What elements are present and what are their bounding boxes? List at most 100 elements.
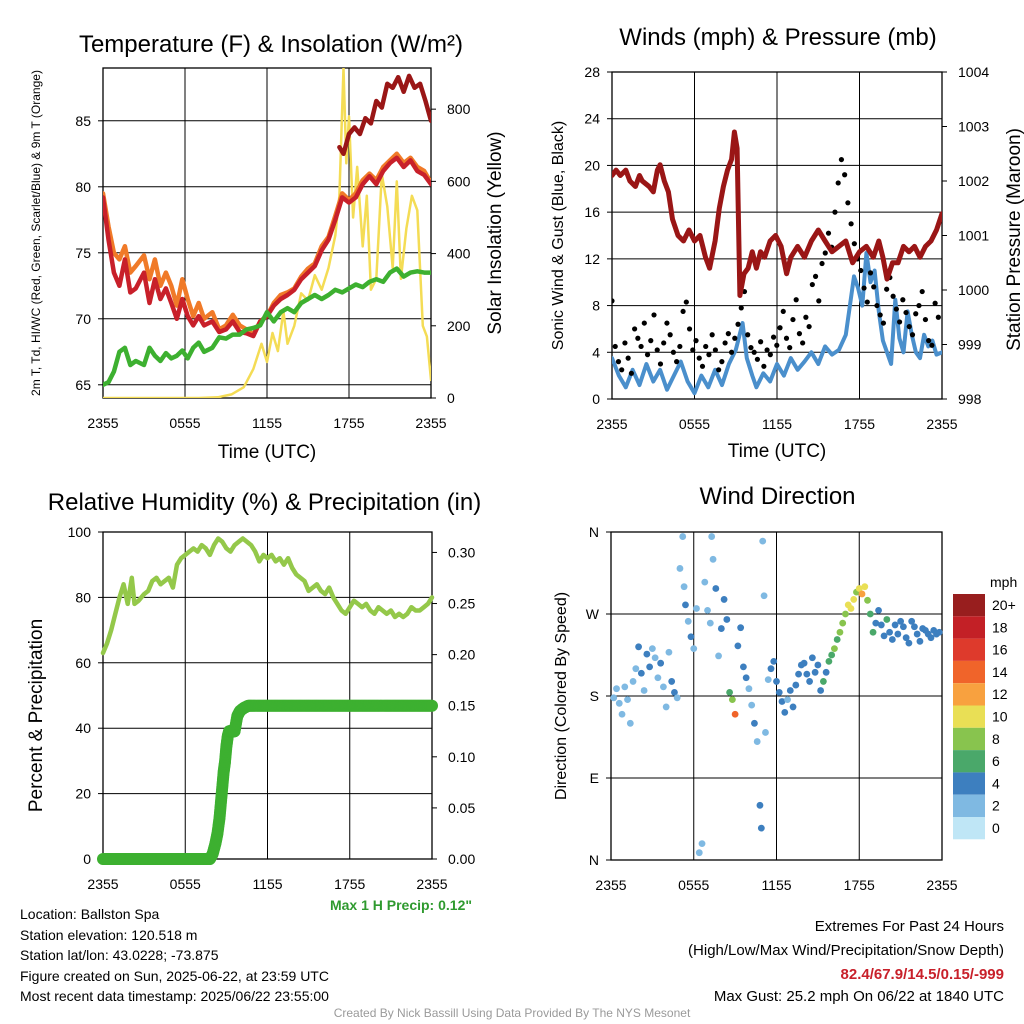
direction-point: [715, 652, 722, 660]
x-tick-label: 1755: [334, 876, 365, 892]
gust-point: [935, 314, 941, 320]
colorbar-label: 12: [992, 686, 1008, 702]
gust-point: [906, 323, 912, 330]
gust-point: [842, 172, 848, 178]
y-tick-label: 0: [592, 391, 600, 407]
direction-point: [629, 678, 637, 685]
y-tick-label: 28: [584, 64, 600, 80]
x-tick-label: 1755: [844, 416, 875, 432]
recent-data-text: Most recent data timestamp: 2025/06/22 2…: [20, 988, 329, 1004]
x-tick-label: 2355: [416, 876, 447, 892]
direction-point: [786, 687, 794, 694]
x-tick-label: 2355: [926, 416, 957, 432]
y-axis-label: 2m T, Td, HI/WC (Red, Green, Scarlet/Blu…: [29, 70, 43, 396]
direction-point: [731, 710, 739, 718]
x-tick-label: 2355: [87, 876, 118, 892]
gust-point: [683, 299, 689, 305]
direction-point: [836, 628, 844, 636]
direction-point: [723, 616, 731, 623]
gust-point: [780, 308, 786, 315]
direction-point: [637, 669, 645, 677]
elevation-text: Station elevation: 120.518 m: [20, 926, 198, 943]
direction-point: [734, 642, 742, 650]
direction-point: [690, 645, 698, 653]
extremes-subtitle: (High/Low/Max Wind/Precipitation/Snow De…: [688, 942, 1004, 959]
y2-tick-label: 400: [447, 246, 471, 262]
colorbar-swatch: [953, 660, 985, 684]
y-tick-label: N: [589, 524, 599, 540]
y2-tick-label: 0.15: [448, 698, 475, 714]
gust-point: [825, 230, 832, 236]
gust-point: [751, 349, 757, 355]
gust-point: [703, 343, 709, 350]
gust-point: [709, 332, 715, 338]
direction-point: [869, 628, 877, 636]
gust-point: [777, 325, 783, 331]
gust-point: [690, 347, 696, 353]
y2-tick-label: 0.10: [448, 749, 475, 765]
gust-point: [893, 306, 899, 312]
x-tick-label: 1155: [252, 876, 282, 892]
y-tick-label: 40: [75, 720, 91, 736]
y2-tick-label: 1002: [958, 173, 989, 189]
direction-point: [803, 670, 811, 678]
direction-point: [665, 648, 673, 656]
y2-tick-label: 1001: [958, 228, 989, 244]
y2-tick-label: 0.00: [448, 851, 475, 867]
gust-point: [732, 335, 738, 341]
gust-point: [790, 316, 796, 323]
direction-point: [902, 634, 910, 642]
gust-point: [622, 340, 628, 346]
x-tick-label: 2355: [926, 877, 957, 893]
direction-point: [621, 683, 629, 691]
plot-frame: [102, 67, 432, 399]
gust-point: [816, 298, 822, 304]
colorbar-swatch: [953, 616, 985, 639]
direction-point: [905, 639, 913, 647]
direction-point: [654, 674, 662, 682]
y-tick-label: 16: [584, 204, 600, 220]
series-group: [97, 536, 438, 865]
y-tick-label: E: [590, 770, 599, 786]
gust-point: [877, 312, 883, 318]
colorbar-label: 0: [992, 820, 1000, 836]
y2-tick-label: 999: [958, 337, 982, 353]
gust-point: [822, 250, 828, 256]
direction-point: [673, 694, 681, 702]
direction-point: [626, 719, 634, 727]
direction-point: [770, 657, 778, 665]
y2-tick-label: 0.05: [448, 800, 475, 816]
direction-point: [632, 665, 640, 673]
gust-point: [858, 267, 864, 274]
gust-point: [787, 345, 793, 351]
y2-tick-label: 600: [447, 173, 471, 189]
gust-point: [632, 326, 638, 332]
direction-point: [646, 663, 654, 671]
y-axis-label: Direction (Colored By Speed): [553, 592, 570, 800]
x-tick-label: 2355: [87, 415, 118, 431]
gust-point: [880, 320, 887, 326]
series-group: [612, 129, 942, 396]
direction-point: [756, 801, 764, 809]
gust-point: [728, 349, 735, 355]
gust-point: [670, 349, 676, 355]
direction-point: [888, 636, 896, 643]
gust-point: [761, 363, 767, 369]
gust-point: [644, 352, 651, 358]
direction-point: [643, 650, 651, 658]
direction-point: [916, 637, 924, 645]
direction-point: [817, 687, 825, 694]
colorbar-swatch: [953, 638, 985, 661]
winds-panel: Winds (mph) & Pressure (mb) 2355 0555 1155 1…: [550, 24, 1024, 462]
colorbar-swatch: [953, 727, 985, 751]
direction-point: [825, 657, 833, 665]
chart-title: Temperature (F) & Insolation (W/m²): [79, 31, 463, 58]
gust-point: [861, 285, 867, 291]
direction-point: [811, 668, 819, 676]
colorbar-label: 18: [992, 619, 1008, 635]
direction-point: [880, 632, 888, 640]
gust-point: [803, 314, 809, 320]
x-tick-label: 0555: [679, 416, 710, 432]
y-tick-label: 0: [83, 851, 91, 867]
direction-point: [760, 592, 768, 600]
